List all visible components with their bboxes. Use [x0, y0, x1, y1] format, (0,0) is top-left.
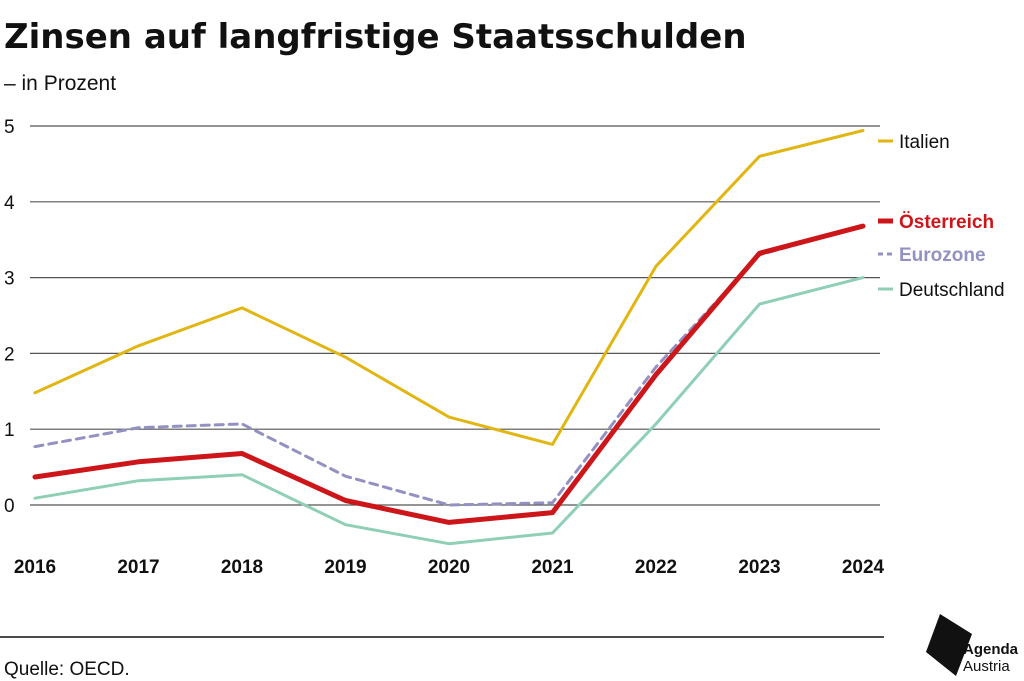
y-tick-label-4: 4 [4, 193, 15, 214]
series-line-österreich [32, 223, 866, 525]
x-axis-ticks: 2016 2017 2018 2019 2020 2021 2022 2023 2024 [14, 557, 885, 578]
series-lines [32, 129, 866, 546]
x-tick-label-2016: 2016 [14, 557, 56, 578]
x-tick-label-2019: 2019 [324, 557, 366, 578]
y-tick-label-1: 1 [4, 420, 15, 441]
chart-subtitle: – in Prozent [4, 72, 116, 95]
y-tick-label-3: 3 [4, 269, 15, 290]
source-note: Quelle: OECD. [4, 659, 130, 680]
y-tick-label-2: 2 [4, 344, 15, 365]
series-line-italien [33, 129, 865, 446]
y-tick-label-5: 5 [4, 117, 15, 138]
logo-mark-icon [926, 614, 972, 676]
y-tick-label-0: 0 [4, 496, 15, 517]
chart-title: Zinsen auf langfristige Staatsschulden [4, 17, 747, 57]
gridlines [30, 125, 880, 506]
logo-text-line2: Austria [963, 658, 1010, 675]
x-tick-label-2023: 2023 [738, 557, 780, 578]
legend-label-österreich: Österreich [899, 212, 994, 233]
series-line-eurozone [33, 224, 865, 507]
legend: Italien Österreich Eurozone Deutschland [878, 132, 1005, 301]
agenda-austria-logo: Agenda Austria [926, 614, 1019, 676]
y-axis-ticks: 0 1 2 3 4 5 [4, 117, 15, 517]
series-line-deutschland [33, 276, 865, 546]
legend-label-eurozone: Eurozone [899, 245, 986, 266]
legend-label-deutschland: Deutschland [899, 280, 1005, 301]
x-tick-label-2018: 2018 [221, 557, 263, 578]
x-tick-label-2020: 2020 [428, 557, 470, 578]
x-tick-label-2017: 2017 [117, 557, 159, 578]
logo-text-line1: Agenda [963, 641, 1019, 658]
x-tick-label-2021: 2021 [531, 557, 574, 578]
x-tick-label-2024: 2024 [842, 557, 885, 578]
x-tick-label-2022: 2022 [635, 557, 677, 578]
legend-label-italien: Italien [899, 132, 950, 153]
